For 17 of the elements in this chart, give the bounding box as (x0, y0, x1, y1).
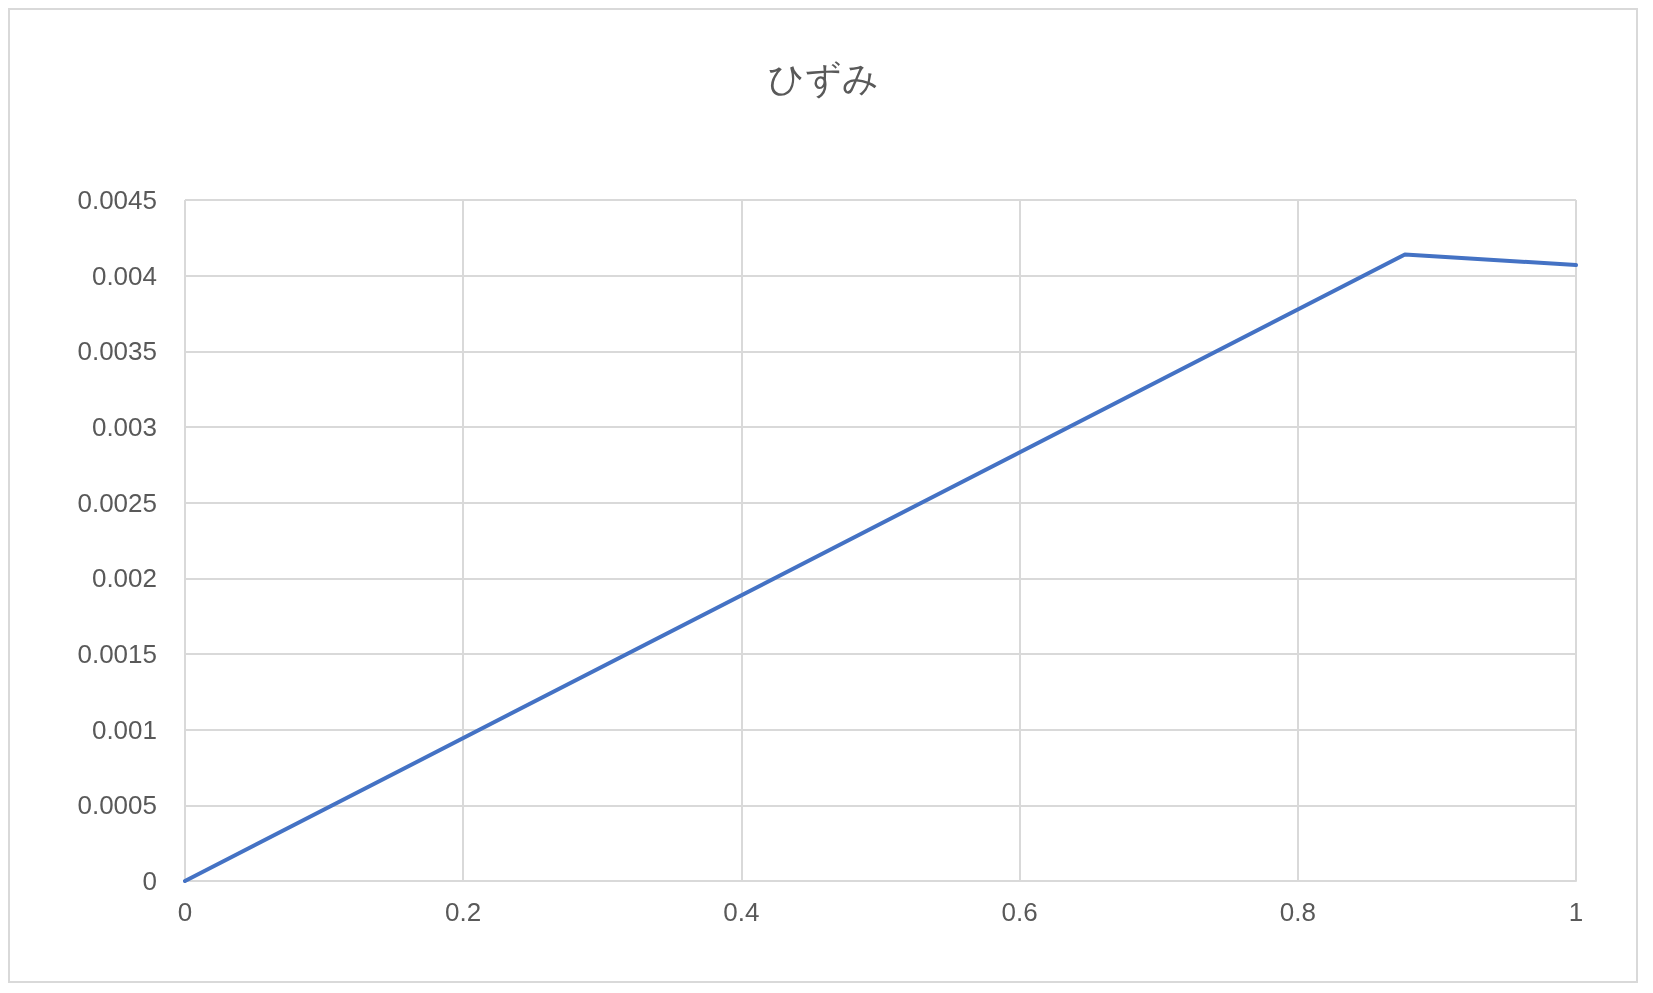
x-tick-label: 0.6 (1001, 897, 1038, 927)
y-tick-label: 0.0035 (77, 336, 157, 367)
x-tick-label: 0.2 (445, 897, 482, 927)
y-tick-label: 0.001 (91, 714, 157, 745)
y-tick-label: 0.002 (91, 563, 157, 594)
y-tick-label: 0.0025 (77, 487, 157, 518)
y-tick-label: 0.0015 (77, 639, 157, 669)
x-tick-label: 0.8 (1279, 897, 1316, 927)
x-tick-label: 0.4 (723, 897, 760, 927)
y-tick-label: 0.004 (91, 260, 157, 291)
x-tick-label: 1 (1568, 897, 1584, 927)
y-tick-label: 0.003 (91, 412, 157, 442)
chart-title: ひずみ (767, 57, 879, 99)
y-tick-label: 0.0045 (77, 185, 157, 215)
x-tick-label: 0 (177, 897, 193, 927)
y-tick-label: 0 (142, 866, 157, 896)
y-tick-label: 0.0005 (77, 790, 157, 821)
